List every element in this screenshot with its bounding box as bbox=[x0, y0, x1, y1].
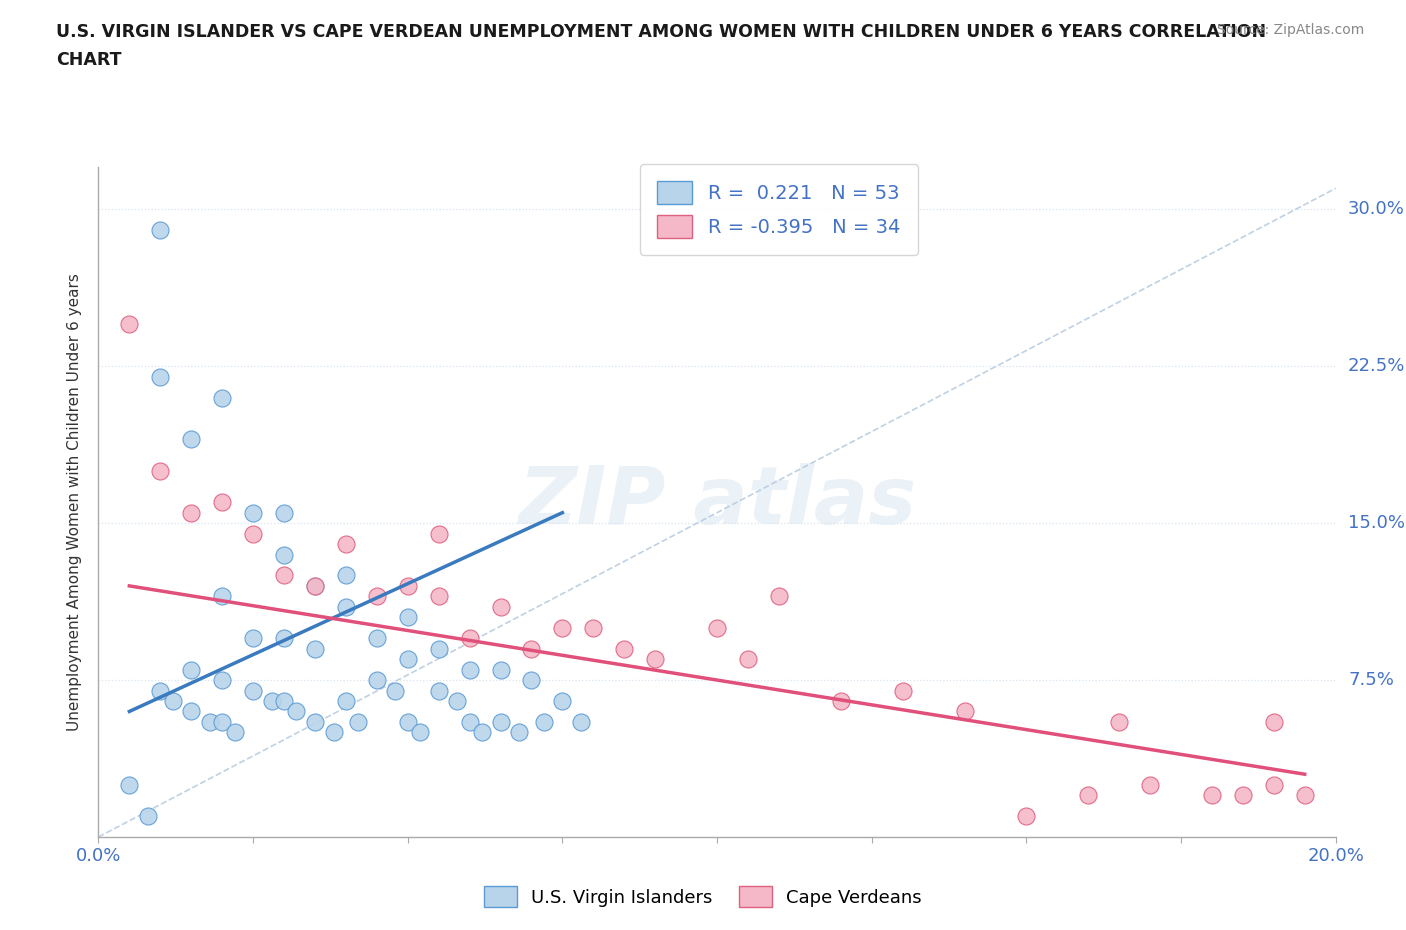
Point bbox=[273, 694, 295, 709]
Point bbox=[335, 694, 357, 709]
Point bbox=[427, 526, 450, 541]
Point bbox=[273, 568, 295, 583]
Point bbox=[427, 683, 450, 698]
Point bbox=[211, 495, 233, 510]
Point bbox=[520, 672, 543, 687]
Point bbox=[304, 714, 326, 729]
Point bbox=[1263, 714, 1285, 729]
Point bbox=[366, 631, 388, 645]
Point bbox=[149, 223, 172, 238]
Text: Source: ZipAtlas.com: Source: ZipAtlas.com bbox=[1216, 23, 1364, 37]
Point bbox=[335, 568, 357, 583]
Point bbox=[427, 642, 450, 657]
Point bbox=[304, 578, 326, 593]
Point bbox=[396, 652, 419, 667]
Point bbox=[211, 391, 233, 405]
Point bbox=[613, 642, 636, 657]
Point bbox=[1294, 788, 1316, 803]
Point bbox=[446, 694, 468, 709]
Point bbox=[162, 694, 184, 709]
Point bbox=[149, 463, 172, 478]
Point bbox=[582, 620, 605, 635]
Point bbox=[396, 578, 419, 593]
Point bbox=[396, 610, 419, 625]
Point bbox=[304, 642, 326, 657]
Text: ZIP atlas: ZIP atlas bbox=[517, 463, 917, 541]
Point bbox=[366, 672, 388, 687]
Point bbox=[706, 620, 728, 635]
Point bbox=[273, 631, 295, 645]
Text: 22.5%: 22.5% bbox=[1348, 357, 1406, 375]
Point bbox=[489, 714, 512, 729]
Legend: U.S. Virgin Islanders, Cape Verdeans: U.S. Virgin Islanders, Cape Verdeans bbox=[475, 877, 931, 916]
Point bbox=[533, 714, 555, 729]
Text: 30.0%: 30.0% bbox=[1348, 200, 1405, 219]
Point bbox=[409, 725, 432, 740]
Point bbox=[242, 526, 264, 541]
Point bbox=[551, 694, 574, 709]
Point bbox=[260, 694, 283, 709]
Point bbox=[520, 642, 543, 657]
Point bbox=[335, 600, 357, 615]
Point bbox=[136, 809, 159, 824]
Point bbox=[644, 652, 666, 667]
Point bbox=[347, 714, 370, 729]
Point bbox=[489, 662, 512, 677]
Point bbox=[384, 683, 406, 698]
Point bbox=[180, 662, 202, 677]
Point bbox=[737, 652, 759, 667]
Point bbox=[211, 589, 233, 604]
Point bbox=[953, 704, 976, 719]
Y-axis label: Unemployment Among Women with Children Under 6 years: Unemployment Among Women with Children U… bbox=[67, 273, 83, 731]
Point bbox=[569, 714, 592, 729]
Point bbox=[149, 369, 172, 384]
Point bbox=[1201, 788, 1223, 803]
Point bbox=[508, 725, 530, 740]
Point bbox=[180, 505, 202, 520]
Point bbox=[366, 589, 388, 604]
Point bbox=[458, 714, 481, 729]
Point bbox=[427, 589, 450, 604]
Point bbox=[118, 317, 141, 332]
Point bbox=[242, 505, 264, 520]
Point bbox=[458, 662, 481, 677]
Point bbox=[768, 589, 790, 604]
Text: U.S. VIRGIN ISLANDER VS CAPE VERDEAN UNEMPLOYMENT AMONG WOMEN WITH CHILDREN UNDE: U.S. VIRGIN ISLANDER VS CAPE VERDEAN UNE… bbox=[56, 23, 1267, 41]
Point bbox=[149, 683, 172, 698]
Point bbox=[1077, 788, 1099, 803]
Point bbox=[458, 631, 481, 645]
Text: CHART: CHART bbox=[56, 51, 122, 69]
Point bbox=[1108, 714, 1130, 729]
Text: 15.0%: 15.0% bbox=[1348, 514, 1405, 532]
Point bbox=[242, 631, 264, 645]
Point bbox=[891, 683, 914, 698]
Point bbox=[1232, 788, 1254, 803]
Point bbox=[180, 432, 202, 447]
Point bbox=[304, 578, 326, 593]
Point bbox=[118, 777, 141, 792]
Point bbox=[489, 600, 512, 615]
Point bbox=[396, 714, 419, 729]
Point bbox=[830, 694, 852, 709]
Point bbox=[471, 725, 494, 740]
Point bbox=[1139, 777, 1161, 792]
Point bbox=[273, 505, 295, 520]
Point bbox=[335, 537, 357, 551]
Point bbox=[1263, 777, 1285, 792]
Point bbox=[322, 725, 344, 740]
Point bbox=[180, 704, 202, 719]
Text: 7.5%: 7.5% bbox=[1348, 671, 1393, 689]
Point bbox=[242, 683, 264, 698]
Point bbox=[551, 620, 574, 635]
Legend: R =  0.221   N = 53, R = -0.395   N = 34: R = 0.221 N = 53, R = -0.395 N = 34 bbox=[640, 164, 918, 256]
Point bbox=[198, 714, 221, 729]
Point bbox=[224, 725, 246, 740]
Point bbox=[211, 672, 233, 687]
Point bbox=[273, 547, 295, 562]
Point bbox=[211, 714, 233, 729]
Point bbox=[1015, 809, 1038, 824]
Point bbox=[285, 704, 308, 719]
